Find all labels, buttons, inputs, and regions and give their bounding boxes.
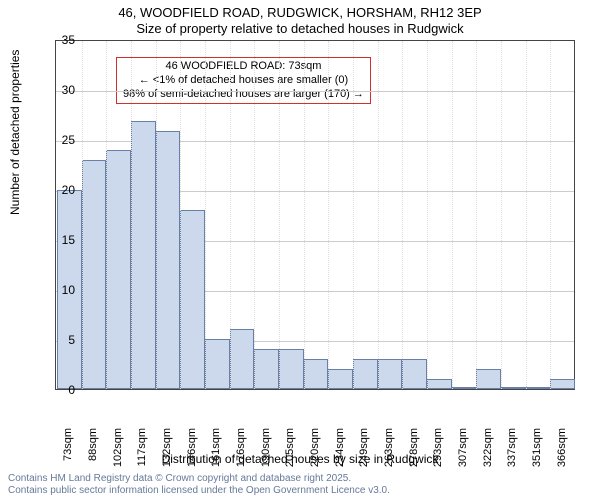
histogram-bar xyxy=(279,349,304,389)
gridline-v xyxy=(156,41,157,389)
x-tick-label: 293sqm xyxy=(432,428,444,483)
gridline-v xyxy=(501,41,502,389)
histogram-bar xyxy=(550,379,575,389)
x-tick-label: 190sqm xyxy=(260,428,272,483)
title-line-1: 46, WOODFIELD ROAD, RUDGWICK, HORSHAM, R… xyxy=(0,5,600,21)
title-line-2: Size of property relative to detached ho… xyxy=(0,21,600,37)
histogram-bar xyxy=(427,379,452,389)
gridline-v xyxy=(205,41,206,389)
histogram-bar xyxy=(402,359,427,389)
gridline-v xyxy=(328,41,329,389)
histogram-bar xyxy=(230,329,255,389)
gridline-v xyxy=(378,41,379,389)
x-tick-label: 73sqm xyxy=(62,428,74,483)
histogram-bar xyxy=(180,210,205,389)
gridline-v xyxy=(106,41,107,389)
histogram-bar xyxy=(378,359,403,389)
x-tick-label: 234sqm xyxy=(334,428,346,483)
x-tick-label: 102sqm xyxy=(112,428,124,483)
histogram-bar xyxy=(131,121,156,389)
gridline-v xyxy=(476,41,477,389)
x-tick-label: 337sqm xyxy=(506,428,518,483)
x-tick-label: 263sqm xyxy=(383,428,395,483)
y-tick-label: 20 xyxy=(47,183,75,197)
histogram-bar xyxy=(328,369,353,389)
gridline-v xyxy=(550,41,551,389)
gridline-v xyxy=(279,41,280,389)
chart-title-block: 46, WOODFIELD ROAD, RUDGWICK, HORSHAM, R… xyxy=(0,0,600,38)
x-tick-label: 132sqm xyxy=(161,428,173,483)
plot-region: 46 WOODFIELD ROAD: 73sqm ← <1% of detach… xyxy=(55,40,575,390)
y-tick-label: 10 xyxy=(47,283,75,297)
gridline-v xyxy=(180,41,181,389)
gridline-v xyxy=(526,41,527,389)
histogram-bar xyxy=(501,387,526,389)
y-tick-label: 5 xyxy=(47,333,75,347)
x-tick-label: 307sqm xyxy=(457,428,469,483)
x-tick-label: 176sqm xyxy=(235,428,247,483)
y-tick-label: 30 xyxy=(47,83,75,97)
gridline-v xyxy=(82,41,83,389)
x-tick-label: 146sqm xyxy=(186,428,198,483)
x-tick-label: 322sqm xyxy=(482,428,494,483)
histogram-bar xyxy=(452,387,477,389)
info-box: 46 WOODFIELD ROAD: 73sqm ← <1% of detach… xyxy=(116,57,371,104)
histogram-bar xyxy=(254,349,279,389)
histogram-bar xyxy=(106,150,131,389)
gridline-v xyxy=(131,41,132,389)
gridline-v xyxy=(254,41,255,389)
gridline-v xyxy=(452,41,453,389)
gridline-v xyxy=(353,41,354,389)
gridline-h xyxy=(56,91,574,92)
histogram-bar xyxy=(156,131,181,390)
x-tick-label: 249sqm xyxy=(358,428,370,483)
x-tick-label: 351sqm xyxy=(531,428,543,483)
x-tick-label: 117sqm xyxy=(136,428,148,483)
y-tick-label: 15 xyxy=(47,233,75,247)
x-tick-label: 278sqm xyxy=(408,428,420,483)
x-tick-label: 161sqm xyxy=(210,428,222,483)
gridline-v xyxy=(230,41,231,389)
gridline-v xyxy=(427,41,428,389)
histogram-bar xyxy=(476,369,501,389)
chart-area: 46 WOODFIELD ROAD: 73sqm ← <1% of detach… xyxy=(55,40,575,390)
histogram-bar xyxy=(205,339,230,389)
x-tick-label: 220sqm xyxy=(309,428,321,483)
x-tick-label: 88sqm xyxy=(87,428,99,483)
y-tick-label: 25 xyxy=(47,133,75,147)
histogram-bar xyxy=(353,359,378,389)
footer-line-2: Contains public sector information licen… xyxy=(8,485,390,497)
x-tick-label: 366sqm xyxy=(556,428,568,483)
histogram-bar xyxy=(526,387,551,389)
y-tick-label: 35 xyxy=(47,33,75,47)
y-axis-label: Number of detached properties xyxy=(8,50,22,215)
x-tick-label: 205sqm xyxy=(284,428,296,483)
gridline-v xyxy=(304,41,305,389)
y-tick-label: 0 xyxy=(47,383,75,397)
gridline-v xyxy=(402,41,403,389)
histogram-bar xyxy=(304,359,329,389)
histogram-bar xyxy=(82,160,107,389)
